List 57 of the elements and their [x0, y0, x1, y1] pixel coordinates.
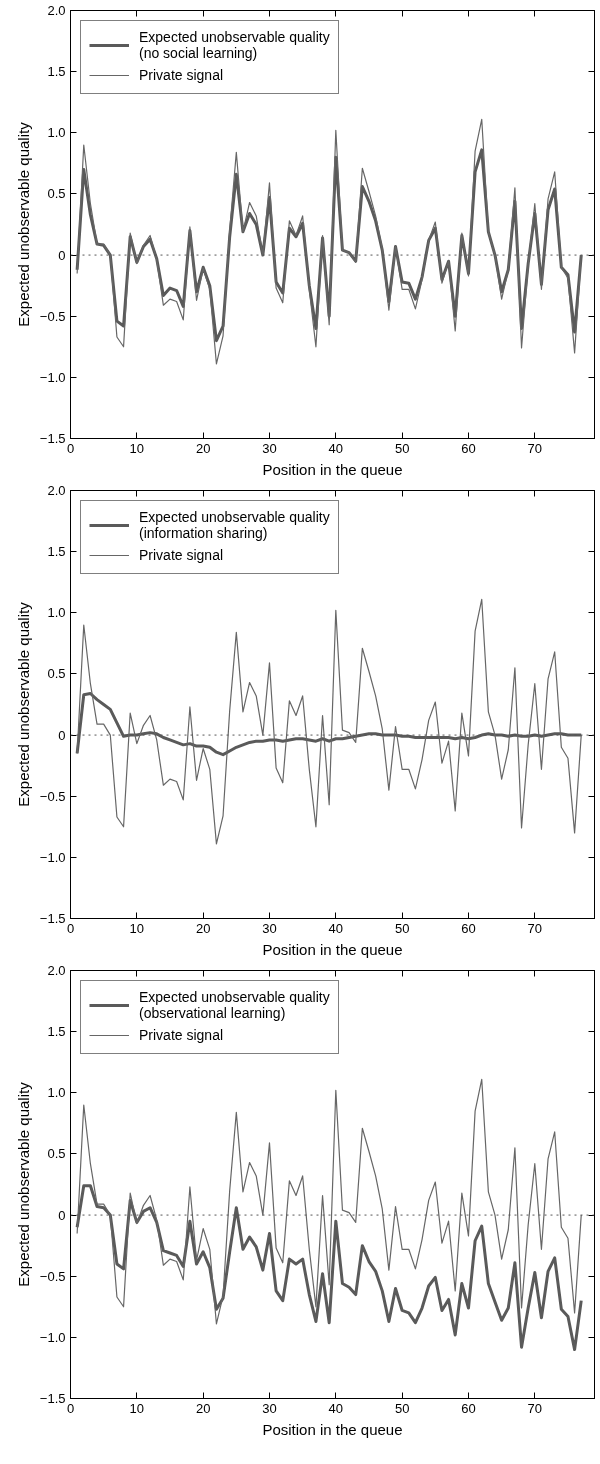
y-tick-label: 1.5 — [47, 1024, 66, 1040]
x-axis-title: Position in the queue — [262, 1420, 403, 1438]
y-tick-label: 1.5 — [47, 64, 66, 80]
legend-label: Private signal — [139, 1027, 224, 1043]
legend-label: Expected unobservable quality (no social learning) — [139, 29, 330, 61]
x-tick-label: 10 — [129, 440, 145, 456]
x-axis-title: Position in the queue — [262, 460, 403, 478]
y-tick-label: 0.5 — [47, 1146, 66, 1162]
y-tick-label: 1.5 — [47, 544, 66, 560]
x-tick-label: 60 — [461, 440, 476, 456]
y-tick-label: −0.5 — [39, 788, 66, 804]
legend-label: Private signal — [139, 67, 224, 83]
y-tick-label: 0.5 — [47, 666, 66, 682]
x-tick-label: 50 — [394, 440, 410, 456]
x-tick-label: 40 — [328, 440, 344, 456]
y-tick-label: 1.0 — [47, 605, 66, 621]
y-tick-label: −1.5 — [39, 431, 66, 446]
x-tick-label: 40 — [328, 1400, 344, 1416]
x-tick-label: 30 — [262, 440, 277, 456]
x-tick-label: 30 — [262, 920, 277, 936]
y-tick-label: 1.0 — [47, 1085, 66, 1101]
y-tick-label: 0 — [58, 1207, 66, 1223]
y-tick-label: 0 — [58, 247, 66, 263]
x-tick-label: 50 — [394, 1400, 410, 1416]
y-tick-label: −1.0 — [39, 1329, 66, 1345]
y-tick-label: 0 — [58, 727, 66, 743]
x-tick-label: 40 — [328, 920, 344, 936]
y-tick-label: 2.0 — [47, 963, 66, 978]
x-tick-label: 60 — [461, 920, 476, 936]
x-axis-title: Position in the queue — [262, 940, 403, 958]
y-tick-label: −0.5 — [39, 1268, 66, 1284]
x-tick-label: 70 — [527, 1400, 543, 1416]
y-axis-title: Expected unobservable quality — [14, 1081, 32, 1287]
x-tick-label: 70 — [527, 440, 543, 456]
x-tick-label: 10 — [129, 1400, 145, 1416]
x-tick-label: 20 — [195, 440, 211, 456]
x-tick-label: 20 — [195, 920, 211, 936]
y-tick-label: 2.0 — [47, 3, 66, 18]
y-axis-title: Expected unobservable quality — [14, 121, 32, 327]
x-tick-label: 70 — [527, 920, 543, 936]
y-tick-label: 0.5 — [47, 186, 66, 202]
x-tick-label: 20 — [195, 1400, 211, 1416]
legend-label: Expected unobservable quality (information sharing) — [139, 509, 330, 541]
x-tick-label: 60 — [461, 1400, 476, 1416]
x-tick-label: 30 — [262, 1400, 277, 1416]
y-tick-label: −1.5 — [39, 911, 66, 926]
x-tick-label: 10 — [129, 920, 145, 936]
y-tick-label: 1.0 — [47, 125, 66, 141]
y-tick-label: −1.5 — [39, 1391, 66, 1406]
y-tick-label: −0.5 — [39, 308, 66, 324]
y-axis-title: Expected unobservable quality — [14, 601, 32, 807]
legend-label: Private signal — [139, 547, 224, 563]
x-tick-label: 50 — [394, 920, 410, 936]
y-tick-label: −1.0 — [39, 849, 66, 865]
y-tick-label: 2.0 — [47, 483, 66, 498]
legend-label: Expected unobservable quality (observational learning) — [139, 989, 330, 1021]
y-tick-label: −1.0 — [39, 369, 66, 385]
